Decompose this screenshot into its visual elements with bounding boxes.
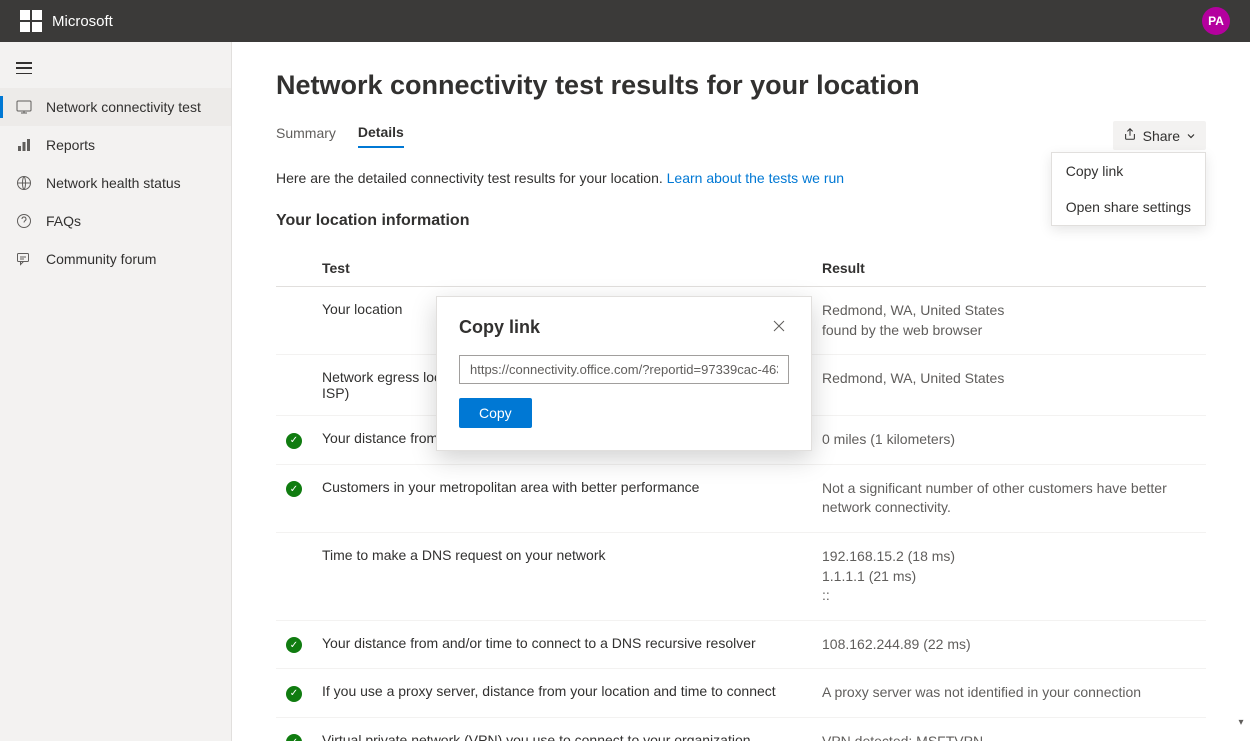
share-button[interactable]: Share: [1113, 121, 1206, 150]
nav-item-network-health[interactable]: Network health status: [0, 164, 231, 202]
result-cell: 0 miles (1 kilometers): [822, 416, 1206, 465]
nav-label: Community forum: [46, 251, 156, 267]
share-label: Share: [1143, 128, 1180, 144]
table-row: ✓ Your distance from and/or time to conne…: [276, 620, 1206, 669]
table-row: ✓ If you use a proxy server, distance fro…: [276, 669, 1206, 718]
brand-text: Microsoft: [52, 13, 113, 30]
success-icon: ✓: [286, 637, 302, 653]
success-icon: ✓: [286, 686, 302, 702]
close-icon: [773, 320, 785, 332]
tab-details[interactable]: Details: [358, 124, 404, 148]
nav-label: FAQs: [46, 213, 81, 229]
copy-button[interactable]: Copy: [459, 398, 532, 428]
nav-item-reports[interactable]: Reports: [0, 126, 231, 164]
result-cell: Redmond, WA, United Statesfound by the w…: [822, 287, 1206, 355]
success-icon: ✓: [286, 481, 302, 497]
share-menu: Copy link Open share settings: [1051, 152, 1206, 226]
page-title: Network connectivity test results for yo…: [276, 70, 1206, 101]
hamburger-button[interactable]: [0, 54, 231, 82]
status-cell: ✓: [276, 464, 322, 532]
status-cell: [276, 287, 322, 355]
avatar[interactable]: PA: [1202, 7, 1230, 35]
nav-label: Reports: [46, 137, 95, 153]
status-cell: [276, 532, 322, 620]
share-menu-open-settings[interactable]: Open share settings: [1052, 189, 1205, 225]
test-cell: Time to make a DNS request on your netwo…: [322, 532, 822, 620]
hamburger-icon: [16, 62, 32, 74]
col-result: Result: [822, 250, 1206, 287]
nav-item-faqs[interactable]: FAQs: [0, 202, 231, 240]
status-cell: ✓: [276, 717, 322, 741]
copy-link-modal: Copy link Copy: [436, 296, 812, 451]
globe-icon: [16, 175, 32, 191]
microsoft-logo-icon: [20, 10, 42, 32]
test-cell: If you use a proxy server, distance from…: [322, 669, 822, 718]
tab-summary[interactable]: Summary: [276, 125, 336, 147]
status-cell: [276, 355, 322, 416]
test-cell: Customers in your metropolitan area with…: [322, 464, 822, 532]
brand[interactable]: Microsoft: [20, 10, 113, 32]
modal-title: Copy link: [459, 317, 540, 338]
status-cell: ✓: [276, 416, 322, 465]
col-test: Test: [322, 250, 822, 287]
tabs: Summary Details Share: [276, 121, 1206, 150]
scrollbar[interactable]: ▾: [1234, 92, 1248, 731]
topbar: Microsoft PA: [0, 0, 1250, 42]
scroll-down-icon[interactable]: ▾: [1234, 717, 1248, 731]
chevron-down-icon: [1186, 128, 1196, 144]
result-cell: Redmond, WA, United States: [822, 355, 1206, 416]
test-cell: Your distance from and/or time to connec…: [322, 620, 822, 669]
chat-icon: [16, 251, 32, 267]
share-icon: [1123, 127, 1137, 144]
share-menu-copy-link[interactable]: Copy link: [1052, 153, 1205, 189]
close-button[interactable]: [769, 315, 789, 339]
nav-item-connectivity-test[interactable]: Network connectivity test: [0, 88, 231, 126]
success-icon: ✓: [286, 734, 302, 741]
table-row: Time to make a DNS request on your netwo…: [276, 532, 1206, 620]
table-row: ✓ Customers in your metropolitan area wit…: [276, 464, 1206, 532]
link-input[interactable]: [459, 355, 789, 384]
bars-icon: [16, 137, 32, 153]
success-icon: ✓: [286, 433, 302, 449]
result-cell: 192.168.15.2 (18 ms)1.1.1.1 (21 ms)::: [822, 532, 1206, 620]
result-cell: 108.162.244.89 (22 ms): [822, 620, 1206, 669]
nav-list: Network connectivity test Reports Networ…: [0, 88, 231, 278]
nav-item-community[interactable]: Community forum: [0, 240, 231, 278]
help-icon: [16, 213, 32, 229]
test-cell: Virtual private network (VPN) you use to…: [322, 717, 822, 741]
learn-link[interactable]: Learn about the tests we run: [667, 170, 844, 186]
monitor-icon: [16, 99, 32, 115]
nav-label: Network connectivity test: [46, 99, 201, 115]
col-status: [276, 250, 322, 287]
result-cell: A proxy server was not identified in you…: [822, 669, 1206, 718]
result-cell: VPN detected: MSFTVPN: [822, 717, 1206, 741]
nav-label: Network health status: [46, 175, 181, 191]
table-row: ✓ Virtual private network (VPN) you use t…: [276, 717, 1206, 741]
sidebar: Network connectivity test Reports Networ…: [0, 42, 232, 741]
status-cell: ✓: [276, 669, 322, 718]
result-cell: Not a significant number of other custom…: [822, 464, 1206, 532]
status-cell: ✓: [276, 620, 322, 669]
